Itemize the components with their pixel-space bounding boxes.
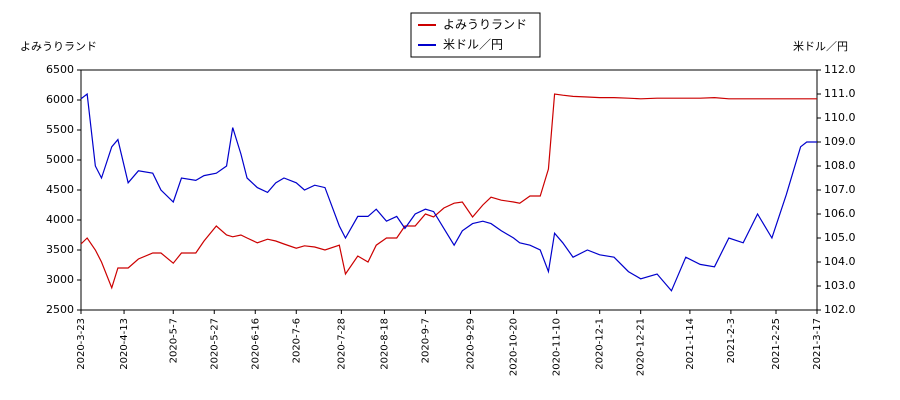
- x-tick-label: 2020-7-6: [291, 318, 302, 363]
- x-tick-label: 2021-3-17: [812, 318, 823, 370]
- x-tick-label: 2020-9-29: [466, 318, 477, 370]
- x-tick-label: 2020-3-23: [76, 318, 87, 370]
- y-tick-label: 2500: [46, 303, 74, 316]
- y2-tick-label: 111.0: [824, 87, 856, 100]
- legend-label: 米ドル／円: [443, 38, 503, 52]
- plot-frame: [80, 69, 818, 311]
- x-tick-label: 2021-2-25: [771, 318, 782, 370]
- y2-tick-label: 112.0: [824, 63, 856, 76]
- y2-tick-label: 106.0: [824, 207, 856, 220]
- x-tick-label: 2020-12-21: [636, 318, 647, 376]
- y2-tick-label: 104.0: [824, 255, 856, 268]
- y2-tick-label: 107.0: [824, 183, 856, 196]
- y2-tick-label: 102.0: [824, 303, 856, 316]
- y2-tick-label: 103.0: [824, 279, 856, 292]
- y2-tick-label: 109.0: [824, 135, 856, 148]
- y2-tick-label: 105.0: [824, 231, 856, 244]
- y-tick-label: 6500: [46, 63, 74, 76]
- y-tick-label: 4000: [46, 213, 74, 226]
- x-tick-label: 2020-7-28: [336, 318, 347, 370]
- x-tick-label: 2020-9-7: [420, 318, 431, 363]
- x-tick-label: 2020-11-10: [552, 318, 563, 376]
- x-tick-label: 2020-10-20: [509, 318, 520, 376]
- y2-tick-label: 110.0: [824, 111, 856, 124]
- x-tick-label: 2021-2-3: [726, 318, 737, 363]
- y-tick-label: 3500: [46, 243, 74, 256]
- legend-box: [410, 12, 541, 58]
- y-tick-label: 5000: [46, 153, 74, 166]
- x-tick-label: 2020-8-18: [379, 318, 390, 370]
- y-tick-label: 5500: [46, 123, 74, 136]
- legend-label: よみうりランド: [443, 18, 527, 32]
- x-tick-label: 2020-6-16: [250, 318, 261, 370]
- y-axis-label: よみうりランド: [20, 40, 97, 53]
- y2-tick-label: 108.0: [824, 159, 856, 172]
- y2-axis-label: 米ドル／円: [793, 40, 848, 53]
- x-tick-label: 2020-4-13: [119, 318, 130, 370]
- series-line: [80, 92, 817, 292]
- series-line: [80, 93, 817, 290]
- y-tick-label: 6000: [46, 93, 74, 106]
- x-tick-label: 2020-5-27: [209, 318, 220, 370]
- x-tick-label: 2021-1-14: [685, 318, 696, 370]
- x-tick-label: 2020-12-1: [595, 318, 606, 370]
- x-tick-label: 2020-5-7: [168, 318, 179, 363]
- y-tick-label: 4500: [46, 183, 74, 196]
- y-tick-label: 3000: [46, 273, 74, 286]
